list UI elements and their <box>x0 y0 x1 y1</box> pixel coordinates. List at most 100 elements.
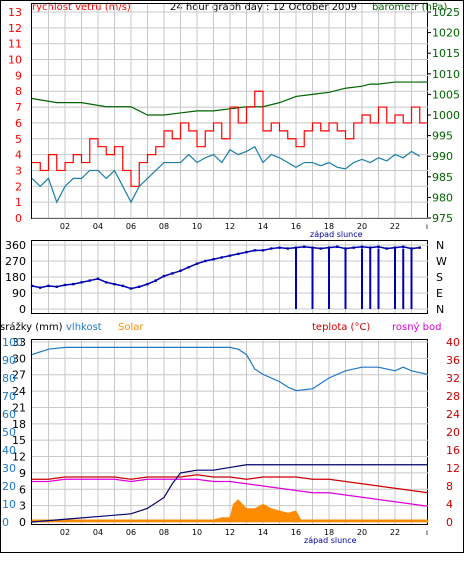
temperature-tick-label: 20 <box>446 426 460 439</box>
humidity-tick-label: 0 <box>2 516 9 529</box>
rain-tick-label: 33 <box>12 336 26 349</box>
temperature-tick-label: 40 <box>446 336 460 349</box>
rain-tick-label: 9 <box>19 467 26 480</box>
wind-direction-point <box>393 246 397 249</box>
wind-average-line <box>31 145 421 204</box>
direction-tick-label: 180 <box>5 271 26 284</box>
wind-tick-label: 1 <box>15 196 22 209</box>
humidity-tick-label: 60 <box>2 408 16 421</box>
hour-tick-label: 16 <box>291 222 301 231</box>
rain-tick-label: 24 <box>12 385 26 398</box>
wind-direction-point <box>360 245 364 248</box>
pressure-tick-label: 1020 <box>432 27 460 40</box>
pressure-tick-label: 990 <box>432 150 453 163</box>
pressure-axis-ticks: 975 980 985 990 995 1000 1005 1010 1015 1020 1025 <box>428 6 460 225</box>
wind-direction-point <box>154 279 157 282</box>
rain-axis-label: srážky (mm) <box>0 321 63 333</box>
wind-tick-label: 2 <box>15 180 22 193</box>
rain-tick-label: 18 <box>12 418 26 431</box>
hour-tick-label: ı <box>426 528 428 537</box>
pressure-tick-label: 985 <box>432 171 453 184</box>
rain-tick-label: 12 <box>12 451 26 464</box>
wind-tick-label: 11 <box>8 38 22 51</box>
hour-tick-label: 04 <box>93 222 103 231</box>
wind-direction-point <box>63 283 67 287</box>
wind-tick-label: 8 <box>15 85 22 98</box>
pressure-tick-label: 1005 <box>432 88 460 101</box>
wind-direction-point <box>39 286 42 289</box>
panel3-hour-ticks: 02 04 06 08 10 12 14 16 18 20 22 ı <box>60 528 428 537</box>
solar-label: Solar <box>118 322 144 333</box>
wind-direction-point <box>195 262 199 265</box>
hour-tick-label: 06 <box>126 528 136 537</box>
dewpoint-label: rosný bod <box>392 321 441 333</box>
wind-direction-point <box>220 256 223 259</box>
wind-direction-point <box>228 254 232 257</box>
wind-direction-point <box>418 246 421 249</box>
temperature-line <box>32 474 429 494</box>
wind-direction-point <box>146 282 149 286</box>
wind-tick-label: 3 <box>15 164 22 177</box>
wind-tick-label: 6 <box>15 117 22 130</box>
humidity-line <box>31 346 429 392</box>
temperature-tick-label: 0 <box>446 516 453 529</box>
humidity-tick-label: 30 <box>2 462 16 475</box>
temperature-tick-label: 12 <box>446 462 460 475</box>
compass-label: W <box>436 255 447 268</box>
wind-direction-point <box>30 284 34 288</box>
temperature-tick-label: 4 <box>446 498 453 511</box>
direction-tick-label: 0 <box>19 303 26 316</box>
wind-direction-point <box>377 245 380 248</box>
temperature-tick-label: 24 <box>446 408 460 421</box>
wind-direction-point <box>286 247 289 250</box>
humidity-tick-label: 50 <box>2 426 16 439</box>
humidity-tick-label: 80 <box>2 372 16 385</box>
wind-tick-label: 10 <box>8 54 22 67</box>
wind-direction-point <box>162 274 166 278</box>
hour-tick-label: 20 <box>357 528 367 537</box>
direction-tick-label: 90 <box>12 287 26 300</box>
wind-direction-point <box>47 284 50 288</box>
wind-direction-point <box>402 245 405 248</box>
pressure-tick-label: 975 <box>432 212 453 225</box>
humidity-tick-label: 20 <box>2 480 16 493</box>
rain-line <box>31 464 428 523</box>
wind-direction-point <box>369 246 372 249</box>
hour-tick-label: 08 <box>159 222 169 231</box>
hour-tick-label: 02 <box>60 222 70 231</box>
sunset-label-top: západ slunce <box>310 230 363 239</box>
rain-tick-label: 27 <box>12 369 26 382</box>
wind-direction-point <box>352 246 355 249</box>
hour-tick-label: 10 <box>192 222 202 231</box>
hour-tick-label: 12 <box>225 222 235 231</box>
direction-axis-ticks: 360 270 180 90 0 <box>5 239 26 316</box>
wind-direction-point <box>55 285 58 288</box>
panel1-series <box>31 81 428 204</box>
panel3-grid <box>32 340 428 524</box>
hour-tick-label: 06 <box>126 222 136 231</box>
pressure-tick-label: 980 <box>432 191 453 204</box>
temperature-tick-label: 28 <box>446 390 460 403</box>
wind-tick-label: 13 <box>8 6 22 19</box>
wind-direction-point <box>179 269 182 272</box>
hour-tick-label: 04 <box>93 528 103 537</box>
wind-direction-point <box>121 284 124 288</box>
pressure-axis-label: barometr (hPa) <box>372 2 448 13</box>
temperature-tick-label: 36 <box>446 354 460 367</box>
wind-direction-point <box>237 252 240 256</box>
direction-tick-label: 360 <box>5 239 26 252</box>
humidity-tick-label: 40 <box>2 444 16 457</box>
dewpoint-line <box>32 478 429 507</box>
wind-direction-point <box>278 246 281 249</box>
humidity-axis-label: vlhkost <box>66 322 102 333</box>
hour-tick-label: 16 <box>291 528 301 537</box>
compass-label: E <box>436 287 443 300</box>
compass-label: S <box>436 271 443 284</box>
hour-tick-label: 08 <box>159 528 169 537</box>
pressure-tick-label: 1010 <box>432 68 460 81</box>
rain-tick-label: 0 <box>19 516 26 529</box>
hour-tick-label: 14 <box>258 222 268 231</box>
pressure-tick-label: 995 <box>432 130 453 143</box>
